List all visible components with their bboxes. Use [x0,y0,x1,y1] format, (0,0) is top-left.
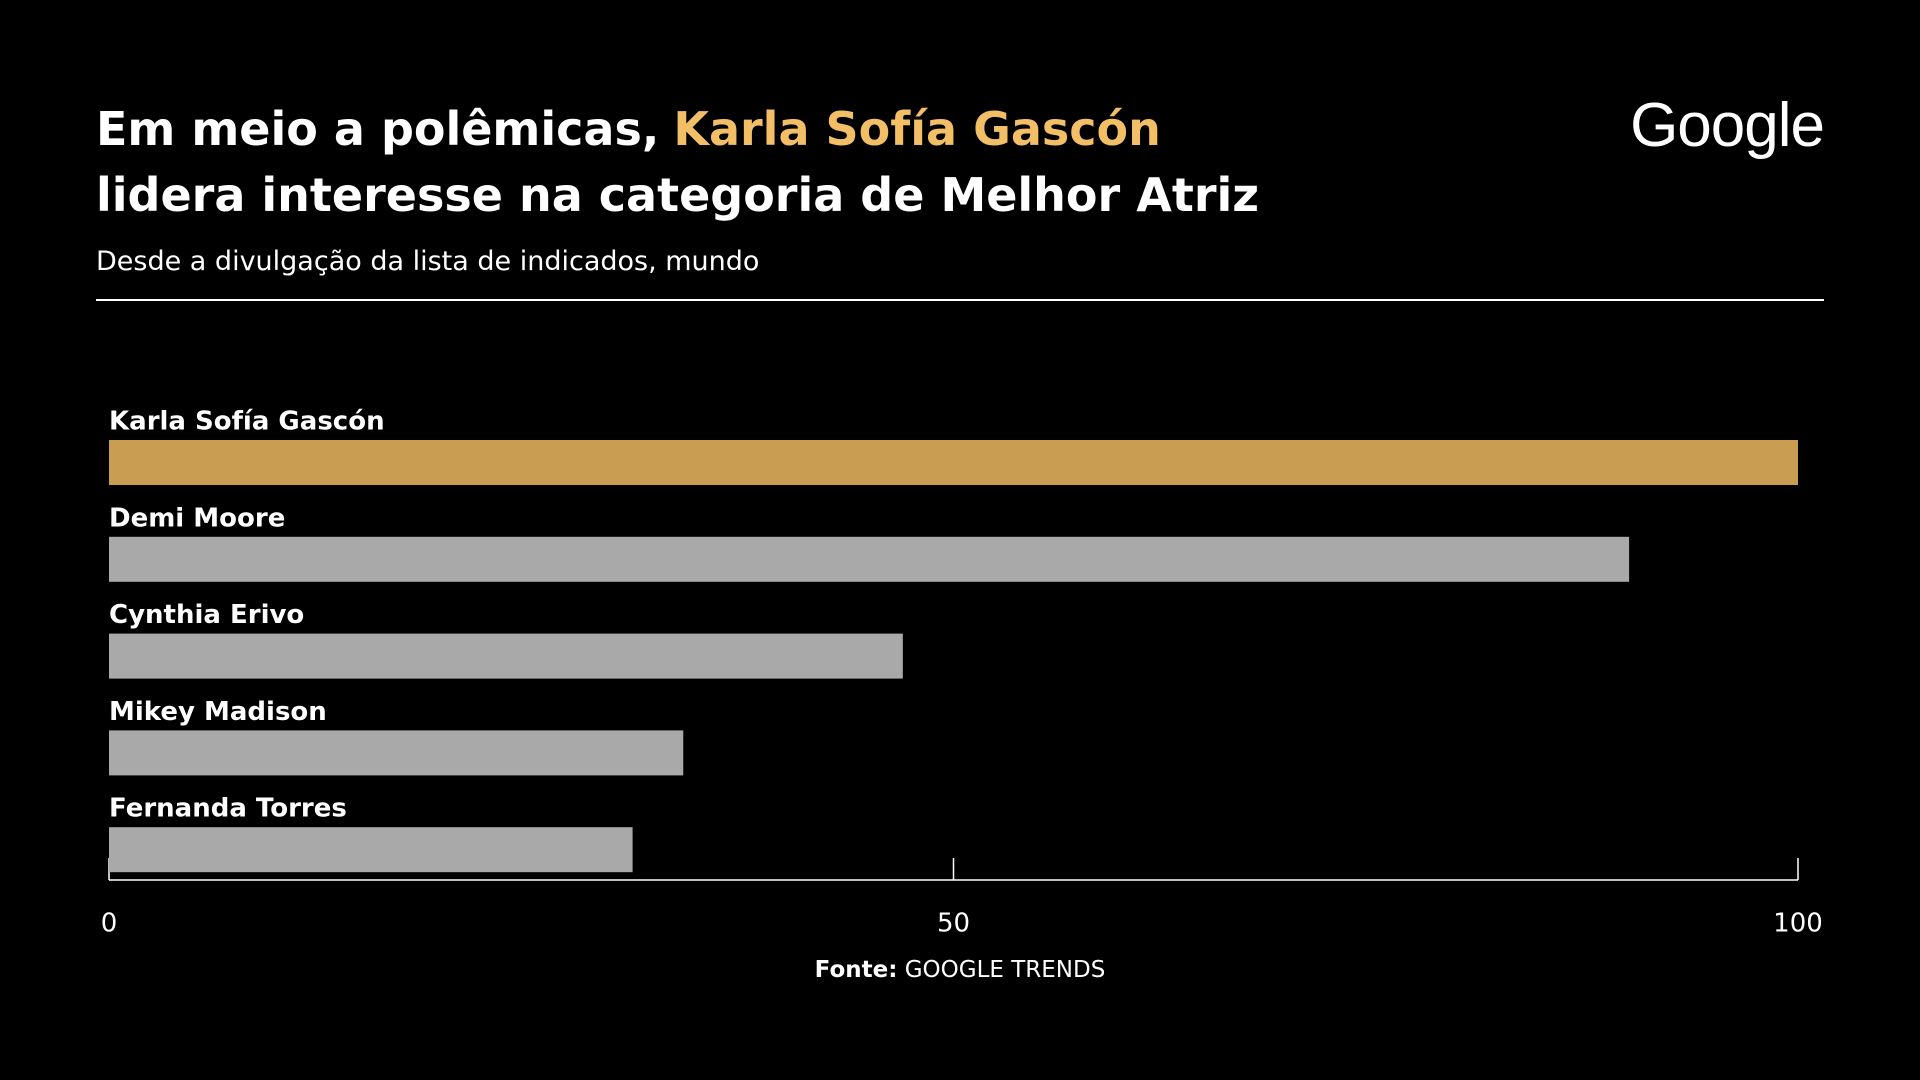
title-text: Em meio a polêmicas, [96,102,660,156]
title-line: lidera interesse na categoria de Melhor … [96,168,1260,222]
category-label: Demi Moore [109,503,285,533]
category-label: Karla Sofía Gascón [109,407,385,437]
chart-title: Em meio a polêmicas, Karla Sofía Gascón l… [96,96,1259,228]
category-label: Cynthia Erivo [109,600,304,630]
chart-subtitle: Desde a divulgação da lista de indicados… [96,246,760,277]
bar [109,536,1630,582]
source-text: GOOGLE TRENDS [905,957,1106,983]
category-label: Fernanda Torres [109,794,347,824]
divider [96,299,1824,301]
title-highlight: Karla Sofía Gascón [673,102,1161,156]
x-tick-label: 50 [937,909,970,939]
bar [109,633,903,679]
title-line: Em meio a polêmicas, Karla Sofía Gascón [96,96,1259,162]
bar [109,730,684,776]
source-label: Fonte: [815,957,898,983]
source: Fonte: GOOGLE TRENDS [815,957,1106,983]
bar [109,827,633,873]
bar [109,440,1798,485]
logo: Google [1630,91,1825,160]
category-label: Mikey Madison [109,697,327,727]
x-tick-label: 100 [1773,909,1823,939]
x-tick-label: 0 [101,909,118,939]
